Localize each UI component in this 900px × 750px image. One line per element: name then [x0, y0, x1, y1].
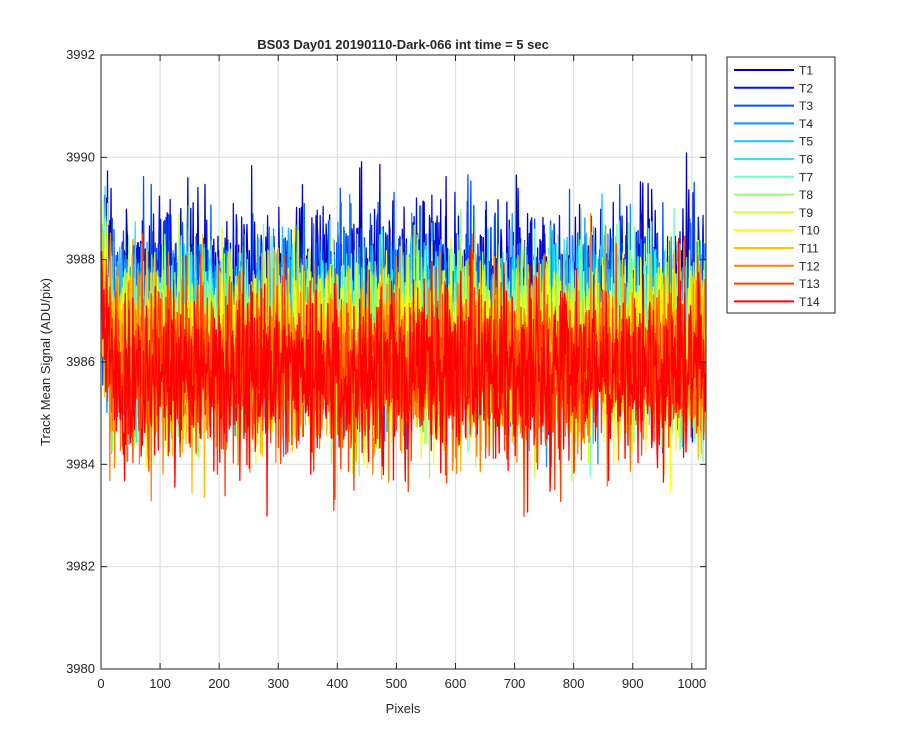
- x-tick-label: 200: [208, 676, 230, 691]
- y-tick-labels: 3980 3982 3984 3986 3988 3990 3992: [66, 47, 95, 676]
- legend-label-t13: T13: [799, 277, 820, 291]
- y-tick-label: 3990: [66, 149, 95, 164]
- legend-label-t14: T14: [799, 295, 820, 309]
- data-series: [101, 152, 706, 517]
- legend-label-t11: T11: [799, 242, 819, 256]
- x-tick-label: 1000: [677, 676, 706, 691]
- y-axis-label: Track Mean Signal (ADU/pix): [38, 278, 53, 446]
- y-tick-label: 3984: [66, 456, 95, 471]
- legend-label-t12: T12: [799, 259, 820, 273]
- legend-items: T1 T2 T3 T4 T5 T6 T7 T8 T9 T10 T11 T12 T13 T14: [734, 64, 820, 309]
- y-tick-label: 3986: [66, 354, 95, 369]
- x-tick-label: 400: [326, 676, 348, 691]
- y-tick-label: 3992: [66, 47, 95, 62]
- y-tick-label: 3988: [66, 252, 95, 267]
- legend-label-t2: T2: [799, 81, 813, 95]
- x-axis-label: Pixels: [386, 701, 421, 716]
- x-tick-labels: 0 100 200 300 400 500 600 700 800 900 1000: [97, 676, 706, 691]
- x-tick-label: 300: [267, 676, 289, 691]
- legend-label-t5: T5: [799, 135, 813, 149]
- x-tick-label: 700: [504, 676, 526, 691]
- x-tick-label: 500: [386, 676, 408, 691]
- legend-label-t8: T8: [799, 188, 813, 202]
- chart-title: BS03 Day01 20190110-Dark-066 int time = …: [257, 37, 549, 52]
- legend-box: [726, 56, 836, 314]
- x-tick-label: 900: [622, 676, 644, 691]
- legend-label-t6: T6: [799, 153, 813, 167]
- y-tick-label: 3980: [66, 661, 95, 676]
- axis-ticks: [100, 54, 706, 670]
- legend-label-t4: T4: [799, 117, 813, 131]
- x-tick-label: 800: [563, 676, 585, 691]
- legend-label-t1: T1: [799, 64, 813, 78]
- series-line-t14: [101, 237, 706, 517]
- x-tick-label: 100: [149, 676, 171, 691]
- legend-label-t3: T3: [799, 99, 813, 113]
- y-tick-label: 3982: [66, 559, 95, 574]
- x-tick-label: 600: [445, 676, 467, 691]
- legend-label-t9: T9: [799, 206, 813, 220]
- legend: T1 T2 T3 T4 T5 T6 T7 T8 T9 T10 T11 T12 T13 T14: [726, 56, 836, 314]
- x-tick-label: 0: [97, 676, 104, 691]
- legend-label-t10: T10: [799, 224, 820, 238]
- legend-label-t7: T7: [799, 170, 813, 184]
